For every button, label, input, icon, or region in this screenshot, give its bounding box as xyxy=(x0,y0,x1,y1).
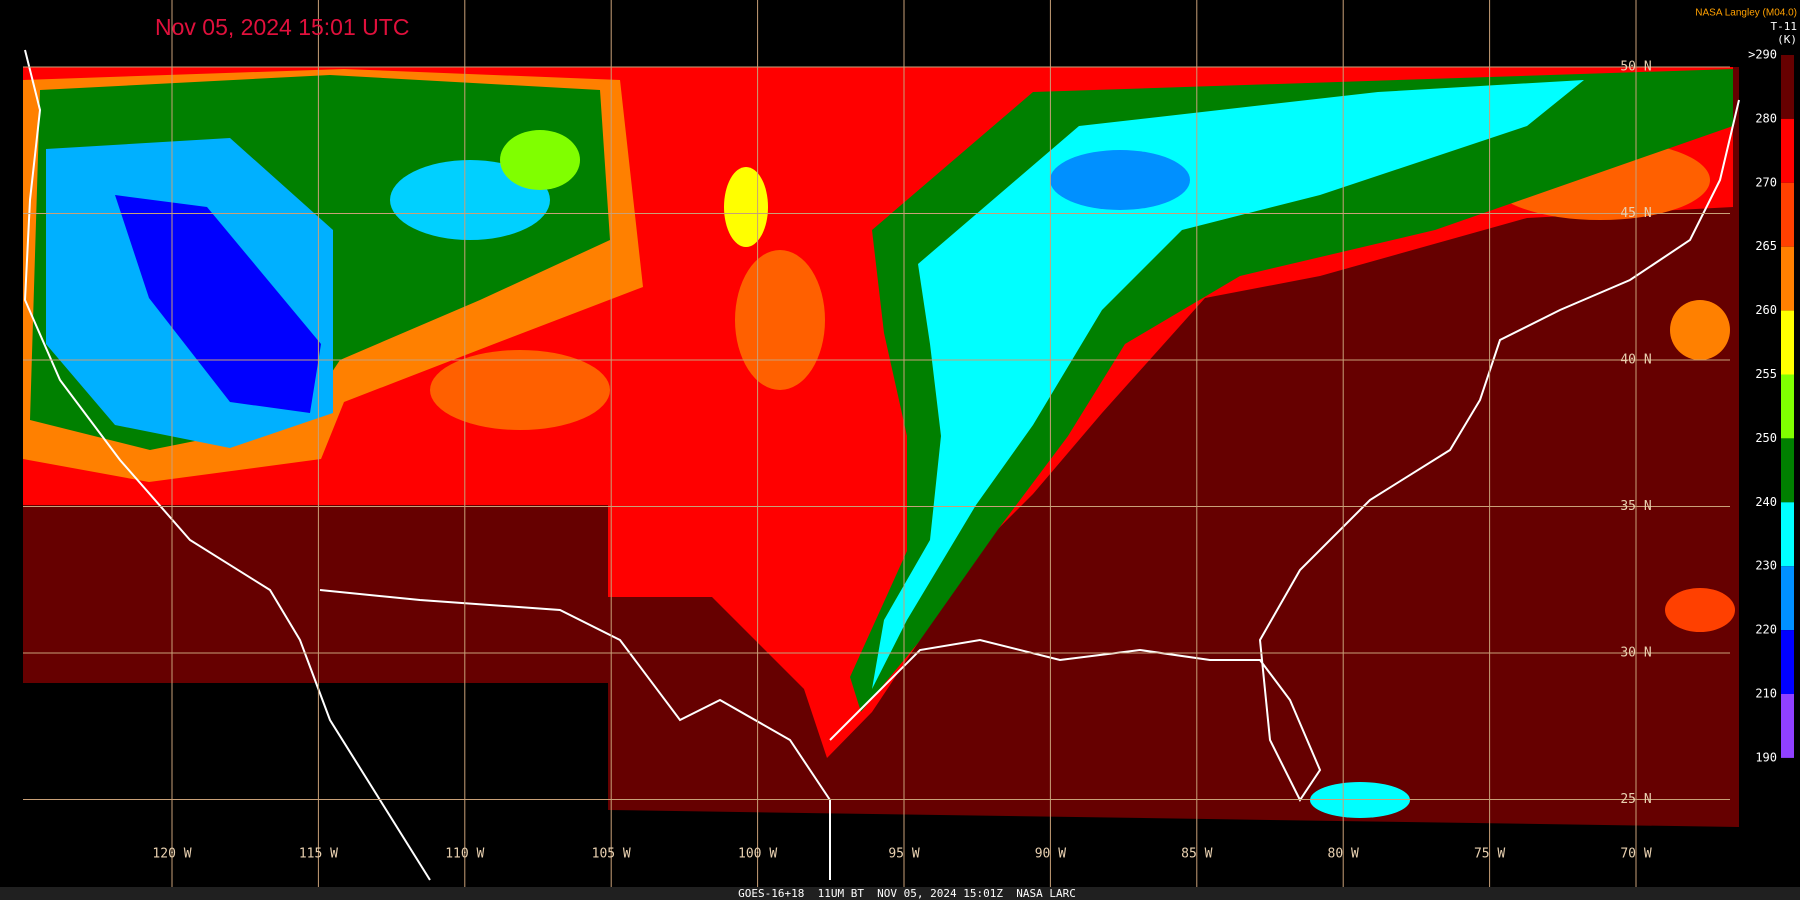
colorbar-segment xyxy=(1781,310,1794,375)
footer: GOES-16+18 11UM BT NOV 05, 2024 15:01Z N… xyxy=(738,887,1076,900)
unit: (K) xyxy=(1777,33,1797,46)
colorbar-segment xyxy=(1781,118,1794,183)
colorbar-label: 190 xyxy=(1755,750,1777,764)
colorbar-segment xyxy=(1781,566,1794,631)
longitude-label: 120 W xyxy=(152,847,191,862)
colorbar-label: 230 xyxy=(1755,559,1777,573)
latitude-label: 35 N xyxy=(1620,499,1651,514)
colorbar-label: 240 xyxy=(1755,495,1777,509)
channel: T-11 xyxy=(1771,20,1798,33)
colorbar: >290 280 270 265 260 255 250 240 230 220 210 190 xyxy=(1748,48,1794,764)
cloud-region xyxy=(430,350,610,430)
latitude-label: 30 N xyxy=(1620,646,1651,661)
colorbar-label: 255 xyxy=(1755,367,1777,381)
credit: NASA Langley (M04.0) xyxy=(1695,8,1797,19)
colorbar-label: 260 xyxy=(1755,303,1777,317)
colorbar-segment xyxy=(1781,374,1794,439)
colorbar-label: 220 xyxy=(1755,623,1777,637)
colorbar-segment xyxy=(1781,438,1794,503)
imagery xyxy=(23,67,1739,900)
longitude-label: 75 W xyxy=(1474,847,1505,862)
longitude-label: 110 W xyxy=(445,847,484,862)
graticule: 120 W 115 W 110 W 105 W 100 W 95 W 90 W 85 W 80 … xyxy=(23,0,1730,887)
cloud-region xyxy=(500,130,580,190)
colorbar-label: 270 xyxy=(1755,175,1777,189)
colorbar-segment xyxy=(1781,502,1794,567)
longitude-label: 100 W xyxy=(738,847,777,862)
cloud-region xyxy=(115,195,321,413)
no-data xyxy=(23,683,608,900)
colorbar-segment xyxy=(1781,246,1794,311)
cloud-region xyxy=(1670,300,1730,360)
longitude-label: 85 W xyxy=(1181,847,1212,862)
cloud-region xyxy=(1050,150,1190,210)
longitude-label: 80 W xyxy=(1328,847,1359,862)
cloud-region xyxy=(390,160,550,240)
latitude-label: 25 N xyxy=(1620,792,1651,807)
colorbar-label: 280 xyxy=(1755,111,1777,125)
colorbar-segment xyxy=(1781,55,1794,119)
colorbar-segment xyxy=(1781,694,1794,758)
no-data xyxy=(608,810,1739,900)
colorbar-segment xyxy=(1781,630,1794,694)
latitude-label: 40 N xyxy=(1620,353,1651,368)
colorbar-label: 265 xyxy=(1755,239,1777,253)
longitude-label: 90 W xyxy=(1035,847,1066,862)
colorbar-label: 250 xyxy=(1755,431,1777,445)
cloud-region xyxy=(724,167,768,247)
latitude-label: 45 N xyxy=(1620,206,1651,221)
colorbar-segment xyxy=(1781,182,1794,247)
longitude-label: 70 W xyxy=(1620,847,1651,862)
footer-bar xyxy=(0,887,1800,900)
colorbar-label: 210 xyxy=(1755,687,1777,701)
longitude-label: 115 W xyxy=(299,847,338,862)
longitude-label: 105 W xyxy=(592,847,631,862)
latitude-label: 50 N xyxy=(1620,60,1651,75)
longitude-label: 95 W xyxy=(888,847,919,862)
title: Nov 05, 2024 15:01 UTC xyxy=(155,14,409,40)
colorbar-label: >290 xyxy=(1748,48,1777,62)
cloud-region xyxy=(1665,588,1735,632)
cloud-region xyxy=(735,250,825,390)
